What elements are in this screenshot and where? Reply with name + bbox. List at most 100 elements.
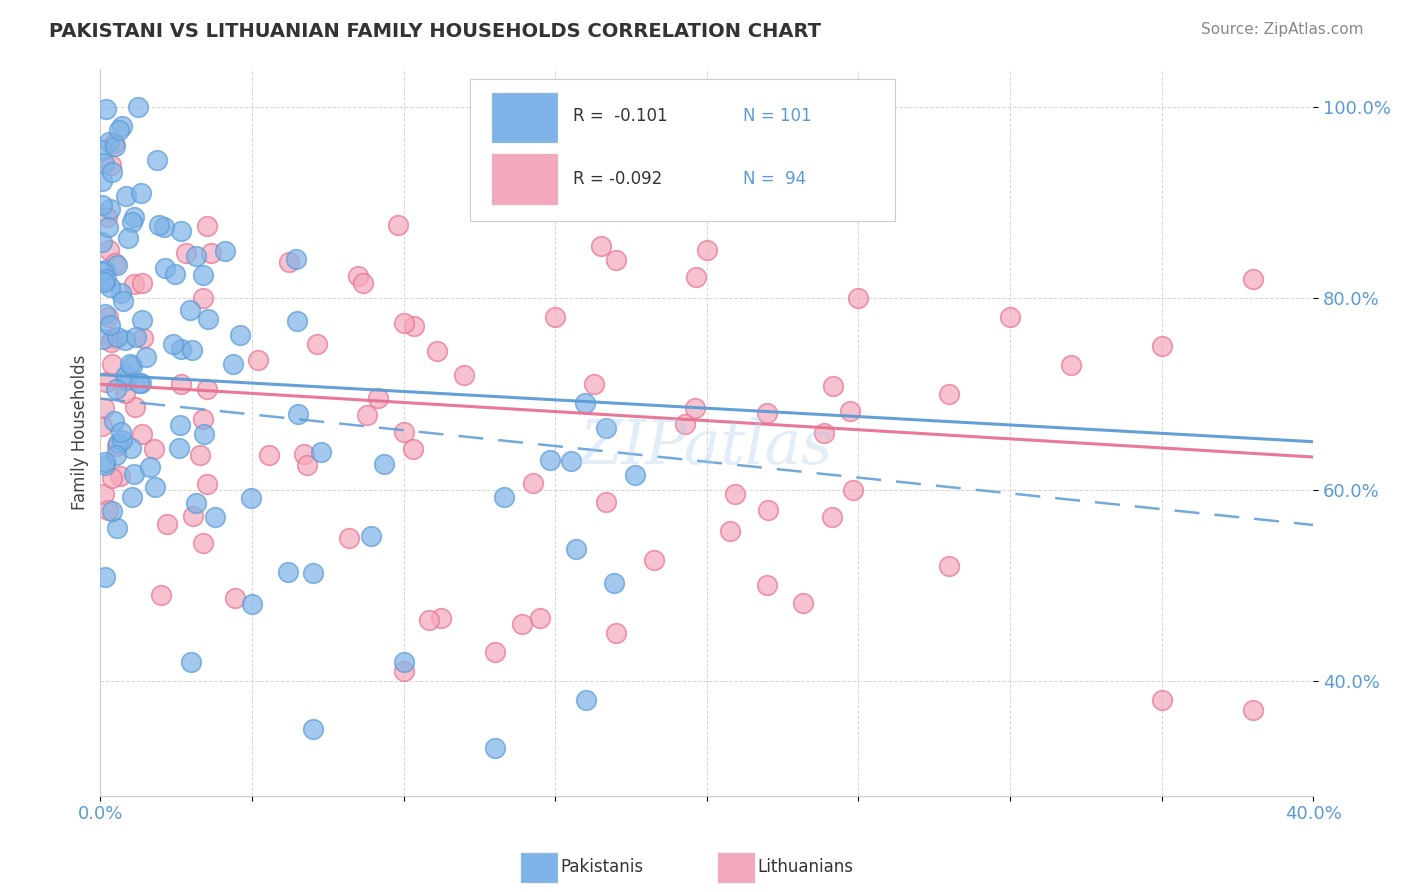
Point [582,377,605,392]
Point [105,258,128,272]
Point [94,102,117,116]
Point [108,468,131,483]
Point [813,426,835,441]
Point [105,438,128,452]
Point [115,188,138,202]
Point [685,269,707,284]
Point [257,449,280,463]
Point [285,314,308,328]
Point [143,480,166,494]
Point [1060,358,1083,372]
Point [97,310,120,325]
Point [529,611,551,625]
Point [574,693,596,707]
Point [602,576,624,591]
Point [239,491,262,505]
Point [117,231,139,245]
Point [605,626,627,640]
Point [723,487,745,501]
Point [352,276,374,290]
Point [156,516,179,531]
Point [100,158,122,172]
Point [685,401,707,416]
Point [197,311,219,326]
Point [150,589,173,603]
Point [247,353,270,368]
Point [115,373,138,387]
Point [114,386,136,401]
Point [186,496,208,510]
Point [111,433,134,447]
Point [124,401,146,415]
Point [214,244,236,258]
Point [842,483,865,497]
Point [103,414,125,428]
Point [128,376,150,391]
Point [204,510,226,524]
Point [1241,272,1264,286]
Point [94,263,117,277]
FancyBboxPatch shape [492,154,558,204]
Point [643,552,665,566]
Point [110,425,132,439]
Point [200,246,222,260]
Point [673,417,696,432]
Point [522,475,544,490]
Point [301,566,323,580]
Point [96,271,118,285]
FancyBboxPatch shape [492,93,558,143]
Text: R =  -0.101: R = -0.101 [574,107,668,125]
Point [394,316,416,330]
Point [103,331,125,345]
Point [574,396,596,410]
Point [148,218,170,232]
Point [792,596,814,610]
Point [169,417,191,432]
Point [718,524,741,539]
Point [131,276,153,290]
Point [595,494,617,508]
Point [193,426,215,441]
Point [153,261,176,276]
Point [135,350,157,364]
Point [756,406,779,420]
Point [195,382,218,396]
Text: Source: ZipAtlas.com: Source: ZipAtlas.com [1201,22,1364,37]
Point [170,224,193,238]
Point [90,173,112,187]
Point [107,435,129,450]
Text: N =  94: N = 94 [744,170,806,188]
Point [360,529,382,543]
Point [240,598,263,612]
Point [94,375,117,389]
Point [104,382,127,396]
Point [120,357,142,371]
Text: Lithuanians: Lithuanians [758,858,853,876]
Point [112,293,135,308]
Point [287,407,309,421]
Point [848,291,870,305]
Point [195,219,218,233]
Point [938,559,960,574]
Point [1150,339,1173,353]
Text: ZIPatlas: ZIPatlas [581,417,834,476]
Point [998,310,1021,325]
Point [295,458,318,472]
Point [94,307,117,321]
Point [224,591,246,606]
Point [98,280,121,294]
Point [127,100,149,114]
Point [492,491,515,505]
Point [122,467,145,481]
Point [121,359,143,373]
Point [105,330,128,344]
Point [163,267,186,281]
Point [228,328,250,343]
Point [90,419,112,434]
Point [94,570,117,584]
Point [93,401,115,415]
Point [101,504,124,518]
Point [179,302,201,317]
Point [90,143,112,157]
Point [115,368,138,383]
